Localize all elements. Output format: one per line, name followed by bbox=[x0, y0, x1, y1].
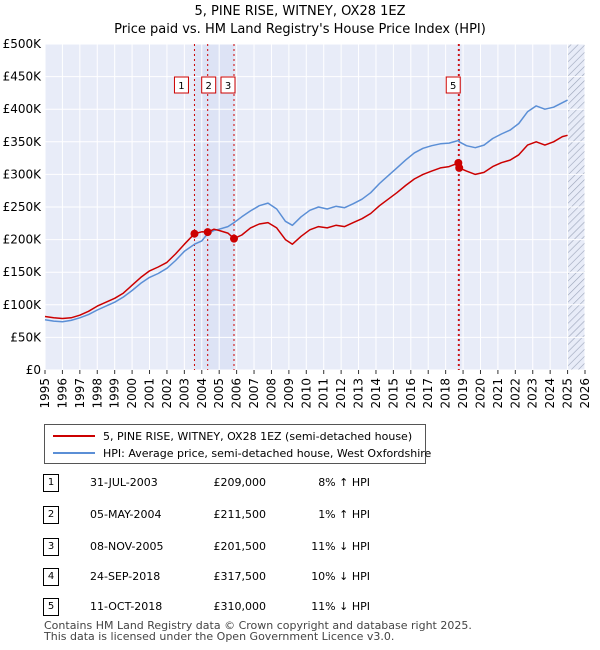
price-chart: 5, PINE RISE, WITNEY, OX28 1EZ Price pai… bbox=[3, 4, 592, 409]
chart-legend: 5, PINE RISE, WITNEY, OX28 1EZ (semi-det… bbox=[44, 424, 431, 464]
y-tick-label: £150K bbox=[3, 265, 43, 279]
y-tick-label: £0 bbox=[26, 363, 41, 377]
x-tick-label: 2013 bbox=[352, 378, 366, 409]
sale-point bbox=[203, 228, 212, 237]
x-tick-label: 1996 bbox=[55, 378, 69, 409]
y-tick-label: £100K bbox=[3, 298, 43, 312]
sale-number-badge: 3 bbox=[43, 538, 59, 556]
x-tick-label: 1998 bbox=[90, 378, 104, 409]
x-tick-label: 2006 bbox=[230, 378, 244, 409]
sale-date: 08-NOV-2005 bbox=[90, 540, 164, 553]
x-tick-label: 2014 bbox=[369, 378, 383, 409]
x-tick-label: 1997 bbox=[73, 378, 87, 409]
table-row: 2 05-MAY-2004 £211,500 1% ↑ HPI bbox=[0, 505, 600, 525]
x-tick-label: 2017 bbox=[421, 378, 435, 409]
sale-number-label: 3 bbox=[225, 81, 231, 92]
sale-number-box bbox=[173, 76, 189, 94]
sale-date: 24-SEP-2018 bbox=[90, 570, 161, 583]
sale-price: £201,500 bbox=[213, 540, 267, 553]
sale-number-label: 2 bbox=[206, 81, 212, 92]
sale-hpi-diff: 10% ↓ HPI bbox=[311, 570, 370, 583]
x-tick-label: 2015 bbox=[386, 378, 400, 409]
x-tick-label: 2001 bbox=[143, 378, 157, 409]
x-tick-label: 2023 bbox=[526, 378, 540, 409]
x-tick-label: 2002 bbox=[160, 378, 174, 409]
sale-point bbox=[190, 229, 199, 238]
footer-line-2: This data is licensed under the Open Gov… bbox=[44, 630, 395, 643]
legend-swatch-red bbox=[53, 435, 95, 437]
x-tick-label: 2009 bbox=[282, 378, 296, 409]
x-tick-label: 2011 bbox=[317, 378, 331, 409]
sale-number-badge: 5 bbox=[43, 598, 59, 616]
legend-item-property: 5, PINE RISE, WITNEY, OX28 1EZ (semi-det… bbox=[53, 428, 412, 444]
sale-point bbox=[230, 234, 238, 243]
x-tick-label: 1999 bbox=[108, 378, 122, 409]
y-tick-label: £200K bbox=[3, 233, 43, 247]
x-tick-label: 2004 bbox=[195, 378, 209, 409]
footer-note: Contains HM Land Registry data © Crown c… bbox=[44, 620, 472, 642]
sale-number-box bbox=[201, 76, 217, 94]
sale-point bbox=[455, 163, 464, 172]
x-tick-label: 2018 bbox=[439, 378, 453, 409]
table-row: 4 24-SEP-2018 £317,500 10% ↓ HPI bbox=[0, 567, 600, 587]
footer-line-1: Contains HM Land Registry data © Crown c… bbox=[44, 619, 472, 632]
sale-number-label: 1 bbox=[178, 81, 184, 92]
sale-hpi-diff: 11% ↓ HPI bbox=[311, 540, 370, 553]
sale-hpi-diff: 1% ↑ HPI bbox=[318, 508, 370, 521]
x-tick-label: 2000 bbox=[125, 378, 139, 409]
sale-price: £209,000 bbox=[213, 476, 267, 489]
y-tick-label: £400K bbox=[3, 102, 43, 116]
sale-date: 05-MAY-2004 bbox=[90, 508, 162, 521]
sale-date: 11-OCT-2018 bbox=[90, 600, 163, 613]
y-tick-label: £350K bbox=[3, 135, 43, 149]
x-tick-label: 2020 bbox=[473, 378, 487, 409]
sale-number-label: 5 bbox=[450, 81, 456, 92]
table-row: 3 08-NOV-2005 £201,500 11% ↓ HPI bbox=[0, 537, 600, 557]
x-tick-label: 1995 bbox=[38, 378, 52, 409]
y-tick-label: £50K bbox=[10, 330, 42, 344]
legend-swatch-blue bbox=[53, 452, 95, 454]
x-tick-label: 2005 bbox=[212, 378, 226, 409]
chart-title: 5, PINE RISE, WITNEY, OX28 1EZ bbox=[194, 4, 405, 19]
sale-number-box bbox=[220, 76, 236, 94]
sale-price: £317,500 bbox=[213, 570, 267, 583]
x-tick-label: 2021 bbox=[491, 378, 505, 409]
sale-number-badge: 2 bbox=[43, 506, 59, 524]
x-tick-label: 2026 bbox=[578, 378, 592, 409]
y-tick-label: £250K bbox=[3, 200, 43, 214]
x-tick-label: 2019 bbox=[456, 378, 470, 409]
x-tick-label: 2016 bbox=[404, 378, 418, 409]
sale-date: 31-JUL-2003 bbox=[90, 476, 158, 489]
sale-number-badge: 4 bbox=[43, 568, 59, 586]
x-tick-label: 2012 bbox=[334, 378, 348, 409]
legend-label-hpi: HPI: Average price, semi-detached house,… bbox=[103, 446, 432, 460]
y-tick-label: £450K bbox=[3, 70, 43, 84]
sale-price: £211,500 bbox=[213, 508, 267, 521]
series-line-hpi bbox=[44, 99, 568, 323]
x-tick-label: 2007 bbox=[247, 378, 261, 409]
y-tick-label: £500K bbox=[3, 37, 43, 51]
chart-subtitle: Price paid vs. HM Land Registry's House … bbox=[114, 22, 486, 37]
sale-number-badge: 1 bbox=[43, 474, 59, 492]
x-tick-label: 2003 bbox=[177, 378, 191, 409]
x-tick-label: 2022 bbox=[508, 378, 522, 409]
legend-item-hpi: HPI: Average price, semi-detached house,… bbox=[53, 445, 431, 461]
sale-hpi-diff: 8% ↑ HPI bbox=[318, 476, 370, 489]
x-tick-label: 2008 bbox=[264, 378, 278, 409]
sale-price: £310,000 bbox=[213, 600, 267, 613]
x-tick-label: 2025 bbox=[561, 378, 575, 409]
sale-number-box bbox=[445, 76, 461, 94]
sale-hpi-diff: 11% ↓ HPI bbox=[311, 600, 370, 613]
y-tick-label: £300K bbox=[3, 167, 43, 181]
table-row: 1 31-JUL-2003 £209,000 8% ↑ HPI bbox=[0, 473, 600, 493]
series-line-property bbox=[44, 134, 568, 320]
x-tick-label: 2010 bbox=[299, 378, 313, 409]
legend-label-property: 5, PINE RISE, WITNEY, OX28 1EZ (semi-det… bbox=[103, 429, 413, 443]
table-row: 5 11-OCT-2018 £310,000 11% ↓ HPI bbox=[0, 597, 600, 617]
x-tick-label: 2024 bbox=[543, 378, 557, 409]
